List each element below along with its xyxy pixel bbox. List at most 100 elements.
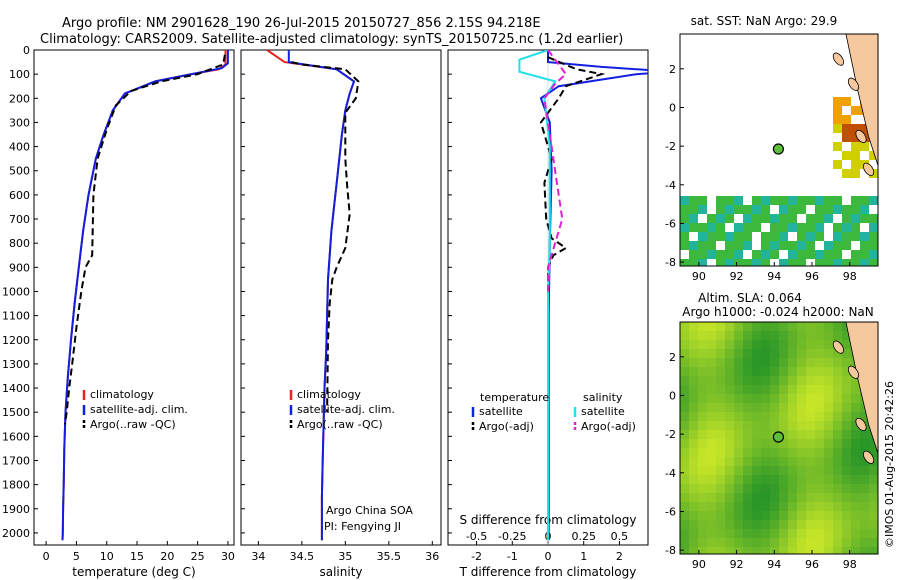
series-group: [61, 50, 229, 541]
sla-cell: [698, 475, 707, 484]
map-x-tick-label: 90: [692, 270, 706, 283]
depth-tick-label: 1100: [2, 310, 30, 323]
sla-cell: [707, 322, 716, 331]
sla-cell: [770, 322, 779, 331]
sla-cell: [707, 349, 716, 358]
sla-cell: [761, 331, 770, 340]
legend-label: Argo(..raw -QC): [297, 418, 383, 431]
sst-cell: [734, 196, 743, 205]
sla-cell: [806, 331, 815, 340]
sla-cell: [788, 448, 797, 457]
sla-cell: [833, 439, 842, 448]
sst-cell: [689, 250, 698, 259]
sst-cell: [752, 250, 761, 259]
figure-title-line2: Climatology: CARS2009. Satellite-adjuste…: [40, 32, 623, 47]
sst-cell: [842, 214, 851, 223]
sla-cell: [734, 538, 743, 547]
sla-cell: [824, 547, 833, 554]
sla-cell: [734, 376, 743, 385]
sla-cell: [689, 547, 698, 554]
sst-cell: [788, 205, 797, 214]
coastline: [845, 34, 878, 166]
sla-cell: [752, 403, 761, 412]
x-tick-label: 35.5: [377, 550, 402, 563]
sla-cell: [851, 394, 860, 403]
series-line-climatology: [61, 50, 227, 541]
sla-cell: [680, 394, 689, 403]
sla-cell: [761, 403, 770, 412]
sst-cell: [680, 196, 689, 205]
sla-cell: [851, 493, 860, 502]
sst-cell: [716, 250, 725, 259]
temperature-axis-label: temperature (deg C): [72, 565, 195, 579]
sla-cell: [770, 484, 779, 493]
sla-cell: [752, 475, 761, 484]
sst-cell: [860, 124, 869, 133]
sla-cell: [716, 430, 725, 439]
sla-cell: [869, 466, 878, 475]
sla-cell: [698, 547, 707, 554]
secondary-x-tick-label: -0.25: [498, 530, 526, 543]
sla-cell: [833, 538, 842, 547]
sst-cell: [698, 205, 707, 214]
sla-cell: [680, 340, 689, 349]
sla-cell: [743, 331, 752, 340]
sla-cell: [716, 358, 725, 367]
sla-cell: [779, 475, 788, 484]
map-y-tick-label: -2: [665, 428, 676, 441]
sst-cell: [815, 214, 824, 223]
sla-cell: [824, 394, 833, 403]
sla-cell: [788, 403, 797, 412]
sla-cell: [815, 448, 824, 457]
island: [832, 52, 844, 66]
sla-cell: [698, 520, 707, 529]
depth-tick-label: 400: [9, 141, 30, 154]
sst-cell: [806, 214, 815, 223]
sla-cell: [743, 349, 752, 358]
sla-cell: [725, 376, 734, 385]
depth-tick-label: 500: [9, 165, 30, 178]
depth-tick-label: 1600: [2, 430, 30, 443]
sst-cell: [869, 241, 878, 250]
sst-cell: [842, 205, 851, 214]
sla-cell: [806, 466, 815, 475]
sla-cell: [824, 457, 833, 466]
sla-cell: [698, 340, 707, 349]
sst-cell: [761, 214, 770, 223]
sla-cell: [680, 412, 689, 421]
sla-cell: [770, 367, 779, 376]
sla-cell: [734, 448, 743, 457]
sla-cell: [725, 340, 734, 349]
sla-cell: [824, 340, 833, 349]
sla-cell: [788, 367, 797, 376]
sla-cell: [734, 484, 743, 493]
sla-cell: [833, 376, 842, 385]
sla-cell: [842, 475, 851, 484]
depth-tick-label: 100: [9, 68, 30, 81]
sla-cell: [770, 520, 779, 529]
sst-cell: [743, 241, 752, 250]
depth-tick-label: 0: [23, 44, 30, 57]
sla-cell: [743, 412, 752, 421]
sla-cell: [680, 448, 689, 457]
sla-cell: [698, 430, 707, 439]
sst-cell: [680, 259, 689, 266]
sla-cell: [698, 493, 707, 502]
sla-cell: [851, 457, 860, 466]
sla-cell: [779, 403, 788, 412]
sla-cell: [842, 466, 851, 475]
sla-cell: [779, 349, 788, 358]
sla-cell: [716, 475, 725, 484]
sla-cell: [860, 430, 869, 439]
sst-cell: [716, 214, 725, 223]
sla-cell: [752, 367, 761, 376]
sla-cell: [860, 475, 869, 484]
sla-cell: [806, 448, 815, 457]
x-tick-label: 25: [191, 550, 205, 563]
sla-cell: [752, 421, 761, 430]
sla-cell: [734, 367, 743, 376]
sla-cell: [725, 403, 734, 412]
sla-cell: [833, 484, 842, 493]
sla-cell: [716, 340, 725, 349]
sla-cell: [689, 403, 698, 412]
